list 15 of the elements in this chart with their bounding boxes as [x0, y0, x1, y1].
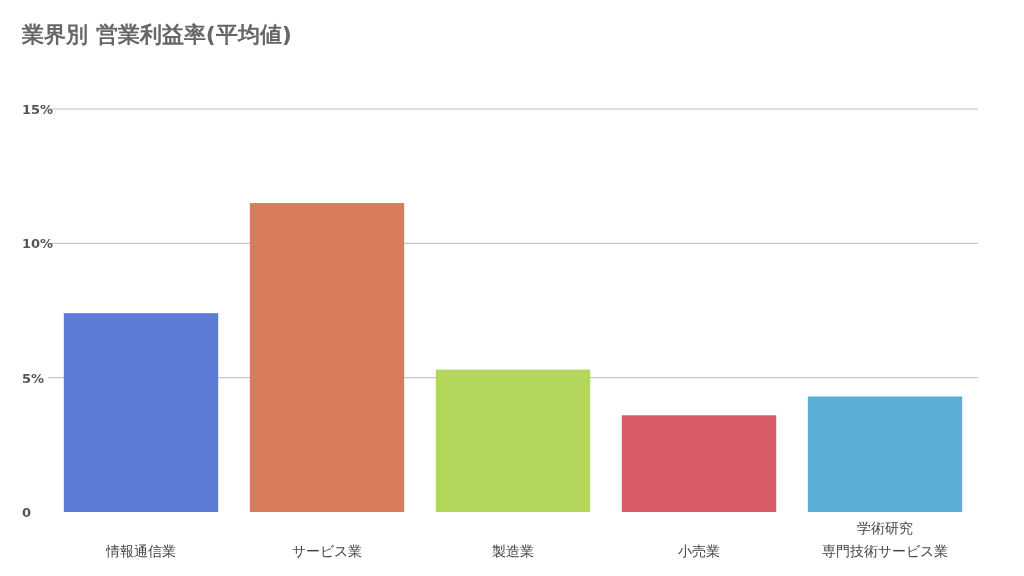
- y-tick-label: 5%: [22, 370, 45, 386]
- chart-title: 業界別 営業利益率(平均値): [21, 22, 292, 47]
- x-tick-label: 製造業: [492, 543, 534, 559]
- y-tick-label: 15%: [22, 102, 54, 117]
- bar: [621, 415, 777, 512]
- bar: [435, 369, 591, 512]
- y-tick-label: 10%: [22, 236, 54, 252]
- y-tick-label: 0: [22, 505, 32, 520]
- bar: [63, 313, 219, 512]
- bar: [807, 396, 963, 512]
- x-tick-label: サービス業: [292, 543, 362, 559]
- x-tick-label: 小売業: [678, 543, 720, 559]
- bar: [249, 203, 405, 512]
- x-tick-label: 情報通信業: [105, 543, 176, 559]
- x-tick-label: 学術研究専門技術サービス業: [822, 520, 948, 559]
